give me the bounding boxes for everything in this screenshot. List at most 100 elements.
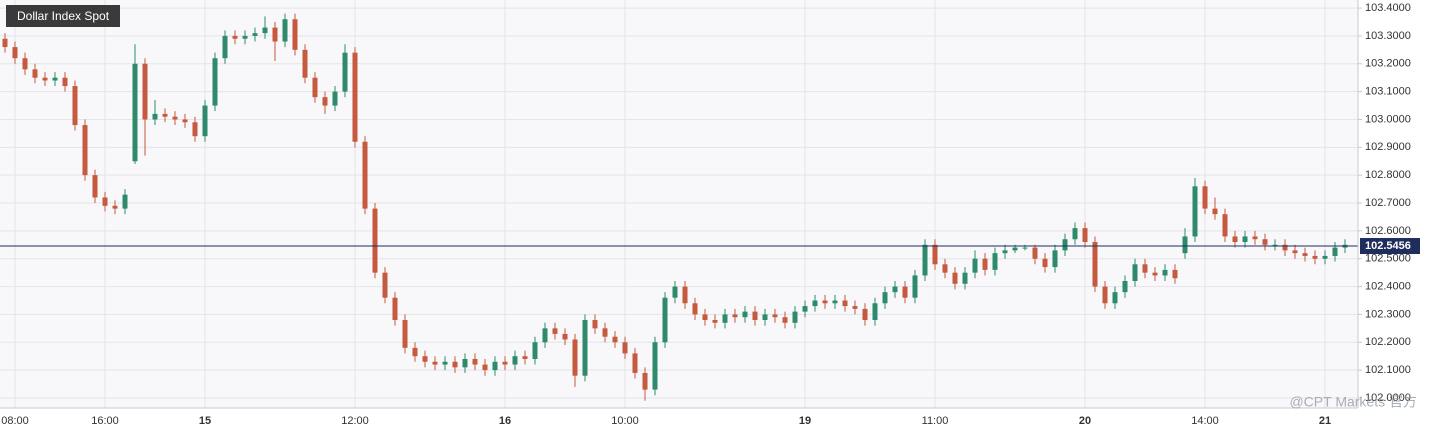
candle-body	[682, 286, 688, 304]
candle-body	[322, 97, 328, 106]
candle-body	[492, 361, 498, 371]
candle-body	[672, 286, 678, 298]
candle-body	[402, 319, 408, 348]
candle-body	[222, 35, 228, 59]
candle-body	[822, 300, 828, 304]
candle-body	[502, 361, 508, 365]
candle-body	[1262, 239, 1268, 245]
candle-body	[482, 364, 488, 371]
x-tick-label: 16	[499, 415, 511, 427]
candle-body	[882, 292, 888, 304]
x-tick-label: 15	[199, 415, 211, 427]
candle-body	[452, 361, 458, 368]
candle-body	[132, 63, 138, 162]
candle-body	[1032, 247, 1038, 259]
candle-body	[42, 77, 48, 81]
candle-body	[1302, 253, 1308, 256]
candle-body	[512, 356, 518, 365]
candle-body	[232, 35, 238, 39]
candle-body	[932, 244, 938, 265]
candle-body	[1322, 255, 1328, 259]
candle-body	[1102, 286, 1108, 304]
x-tick-label: 19	[799, 415, 811, 427]
candle-body	[772, 314, 778, 318]
candle-body	[352, 52, 358, 142]
candle-body	[652, 342, 658, 390]
candle-body	[82, 125, 88, 176]
candle-body	[422, 356, 428, 362]
candle-body	[1312, 255, 1318, 259]
x-tick-label: 21	[1319, 415, 1331, 427]
candle-body	[472, 358, 478, 365]
candle-body	[432, 361, 438, 365]
candle-body	[1062, 239, 1068, 251]
candle-body	[562, 333, 568, 340]
candle-body	[122, 194, 128, 209]
y-tick-label: 102.3000	[1365, 308, 1411, 320]
candle-body	[392, 297, 398, 320]
candle-body	[1022, 247, 1028, 249]
candle-body	[1092, 242, 1098, 287]
candle-body	[1252, 236, 1258, 240]
y-tick-label: 103.1000	[1365, 86, 1411, 98]
candle-body	[922, 244, 928, 276]
y-tick-label: 103.3000	[1365, 30, 1411, 42]
candle-body	[812, 300, 818, 307]
candle-body	[1282, 244, 1288, 251]
y-tick-label: 102.2000	[1365, 336, 1411, 348]
candle-body	[792, 311, 798, 323]
candle-body	[302, 49, 308, 78]
candle-body	[632, 353, 638, 373]
candle-body	[1112, 292, 1118, 304]
candle-body	[1042, 258, 1048, 268]
candle-body	[342, 52, 348, 92]
candle-body	[362, 141, 368, 209]
candle-body	[1122, 281, 1128, 293]
candle-body	[1002, 250, 1008, 254]
candle-body	[862, 308, 868, 320]
candle-body	[992, 253, 998, 270]
candle-body	[182, 119, 188, 123]
candle-body	[1292, 250, 1298, 254]
candle-body	[202, 105, 208, 137]
candle-body	[412, 347, 418, 357]
candle-body	[152, 113, 158, 120]
candle-body	[172, 116, 178, 120]
candle-body	[552, 328, 558, 334]
candle-body	[542, 328, 548, 343]
x-tick-label: 16:00	[91, 415, 119, 427]
candle-body	[72, 86, 78, 126]
candle-body	[212, 58, 218, 106]
candle-body	[722, 314, 728, 323]
candle-body	[1192, 186, 1198, 237]
candle-body	[382, 272, 388, 298]
x-tick-label: 20	[1079, 415, 1091, 427]
candle-body	[52, 77, 58, 81]
y-tick-label: 102.9000	[1365, 141, 1411, 153]
plot-area	[0, 0, 1358, 408]
candle-body	[802, 306, 808, 312]
candle-body	[582, 319, 588, 376]
candle-body	[1072, 228, 1078, 240]
candle-body	[622, 342, 628, 354]
candle-body	[592, 319, 598, 329]
candle-body	[2, 38, 8, 48]
candle-body	[1272, 244, 1278, 246]
candle-body	[1172, 269, 1178, 279]
candle-body	[92, 175, 98, 198]
candle-body	[142, 63, 148, 120]
y-tick-label: 102.4000	[1365, 280, 1411, 292]
candle-body	[1212, 208, 1218, 215]
candle-body	[1182, 236, 1188, 254]
candle-body	[702, 314, 708, 320]
candle-body	[102, 197, 108, 206]
last-price-box	[1360, 238, 1420, 255]
candle-body	[372, 208, 378, 273]
candle-body	[662, 297, 668, 343]
y-tick-label: 103.0000	[1365, 113, 1411, 125]
candle-body	[732, 314, 738, 318]
candle-body	[902, 286, 908, 298]
candle-body	[742, 311, 748, 318]
chart-title: Dollar Index Spot	[17, 9, 110, 23]
candle-body	[752, 311, 758, 320]
